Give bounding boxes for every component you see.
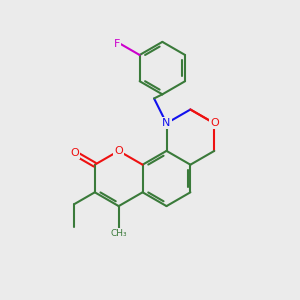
Text: O: O <box>70 148 79 158</box>
Text: O: O <box>114 146 123 156</box>
Text: O: O <box>210 118 219 128</box>
Text: CH₃: CH₃ <box>110 229 127 238</box>
Text: N: N <box>162 118 171 128</box>
Text: F: F <box>114 39 120 49</box>
